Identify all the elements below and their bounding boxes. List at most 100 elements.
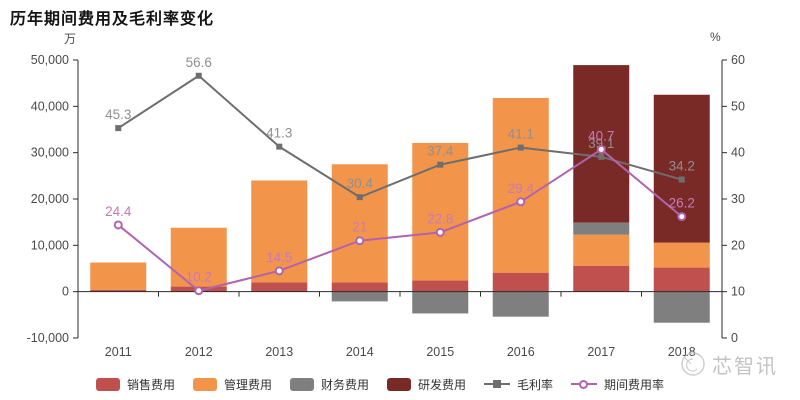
x-axis-category-label: 2011 [105,345,132,359]
value-label-gross-margin-2018: 34.2 [669,159,695,174]
legend-item-rd-expense[interactable]: 研发费用 [387,376,466,393]
value-label-period-expense-ratio-2013: 14.5 [266,250,292,265]
value-label-gross-margin-2011: 45.3 [105,107,131,122]
value-label-period-expense-ratio-2016: 29.4 [508,181,535,196]
value-label-period-expense-ratio-2017: 40.7 [588,128,614,143]
left-axis-tick-label: 40,000 [31,99,69,113]
bar-segment-finance-expense-2014 [331,291,388,302]
marker-period-expense-ratio-2014 [355,236,365,246]
legend-swatch-sales-expense [95,377,120,391]
right-axis-unit-label: % [710,30,721,44]
legend-label: 毛利率 [517,377,554,392]
legend-label: 研发费用 [418,377,467,392]
legend-swatch-gross-margin [484,378,511,391]
right-axis-tick-label: 30 [731,192,745,206]
left-axis-tick-label: 50,000 [31,53,69,67]
bar-segment-sales-expense-2017 [573,265,630,292]
bar-segment-rd-expense-2017 [573,65,630,223]
value-label-period-expense-ratio-2012: 10.2 [186,270,212,285]
right-axis-tick-label: 20 [731,238,745,252]
left-axis-tick-label: 20,000 [31,192,69,206]
value-label-gross-margin-2012: 56.6 [186,55,212,70]
bar-segment-admin-expense-2014 [331,164,388,283]
x-axis-category-label: 2013 [265,345,293,359]
marker-period-expense-ratio-2012 [194,286,204,296]
bar-segment-sales-expense-2016 [492,272,549,292]
x-axis-category-label: 2014 [346,345,374,359]
bar-segment-sales-expense-2011 [90,289,147,292]
marker-period-expense-ratio-2013 [274,266,284,276]
bar-segment-finance-expense-2015 [412,291,469,314]
left-axis-unit-label: 万 [64,32,77,46]
marker-gross-margin-2013 [276,143,283,150]
right-axis-tick-label: 40 [731,146,745,160]
right-axis-tick-label: 60 [731,53,745,67]
legend-swatch-finance-expense [289,377,314,391]
bar-segment-sales-expense-2014 [331,282,388,292]
marker-period-expense-ratio-2016 [516,197,526,207]
x-axis-category-label: 2016 [507,345,535,359]
marker-gross-margin-2016 [517,144,524,151]
legend-label: 管理费用 [223,377,272,392]
legend-item-sales-expense[interactable]: 销售费用 [95,376,175,393]
watermark-text: 芯智讯 [712,355,778,378]
legend-swatch-admin-expense [192,377,217,391]
bar-segment-admin-expense-2018 [653,242,710,268]
legend-item-period-expense-ratio[interactable]: 期间费用率 [571,376,664,393]
x-axis-category-label: 2015 [426,345,454,359]
bar-segment-admin-expense-2017 [573,234,630,266]
marker-gross-margin-2011 [115,125,122,132]
value-label-gross-margin-2015: 37.4 [427,144,454,159]
marker-period-expense-ratio-2011 [113,220,123,230]
legend-swatch-period-expense-ratio [571,378,598,391]
legend-swatch-rd-expense [387,377,411,391]
right-axis-tick-label: 10 [731,285,745,299]
line-period-expense-ratio [117,148,683,292]
bar-segment-sales-expense-2015 [412,280,469,292]
chart-legend: 销售费用 管理费用 财务费用 研发费用 毛利率 期间费用率 [0,373,760,395]
marker-gross-margin-2012 [195,72,202,79]
left-axis-tick-label: 10,000 [31,238,69,252]
chart-title: 历年期间费用及毛利率变化 [10,11,215,28]
left-axis-tick-label: 0 [62,285,69,299]
legend-item-gross-margin[interactable]: 毛利率 [484,376,553,393]
left-axis-tick-label: -10,000 [27,331,69,345]
x-axis-category-label: 2012 [185,345,213,359]
legend-item-admin-expense[interactable]: 管理费用 [192,376,272,393]
bar-segment-sales-expense-2018 [653,267,710,292]
line-gross-margin [117,74,683,199]
value-label-period-expense-ratio-2011: 24.4 [105,204,132,219]
marker-gross-margin-2014 [356,194,363,201]
right-axis-tick-label: 0 [731,331,738,345]
legend-label: 财务费用 [320,377,369,392]
watermark-logo-icon [681,352,705,376]
marker-period-expense-ratio-2017 [596,144,606,154]
bar-segment-sales-expense-2013 [251,282,308,292]
marker-period-expense-ratio-2015 [435,227,445,237]
watermark: 芯智讯 [678,342,798,386]
right-axis-tick-label: 50 [731,99,745,113]
value-label-period-expense-ratio-2015: 22.8 [427,211,453,226]
left-axis-tick-label: 30,000 [31,146,69,160]
x-axis-category-label: 2018 [668,345,696,359]
marker-gross-margin-2017 [598,153,605,160]
bar-segment-admin-expense-2016 [492,97,549,273]
bar-segment-finance-expense-2017 [573,222,630,235]
legend-label: 期间费用率 [604,377,665,392]
bar-segment-admin-expense-2011 [90,262,147,290]
value-label-period-expense-ratio-2014: 21 [352,220,367,235]
marker-period-expense-ratio-2018 [677,212,687,222]
marker-gross-margin-2015 [437,161,444,168]
value-label-gross-margin-2016: 41.1 [508,127,534,142]
value-label-gross-margin-2017: 39.1 [588,136,614,151]
bar-segment-finance-expense-2016 [492,291,549,317]
x-axis-category-label: 2017 [587,345,615,359]
value-label-gross-margin-2013: 41.3 [266,126,292,141]
value-label-gross-margin-2014: 30.4 [347,176,374,191]
legend-item-finance-expense[interactable]: 财务费用 [289,376,369,393]
value-label-period-expense-ratio-2018: 26.2 [669,196,695,211]
bar-segment-finance-expense-2018 [653,291,710,323]
bar-segment-admin-expense-2013 [251,180,308,283]
